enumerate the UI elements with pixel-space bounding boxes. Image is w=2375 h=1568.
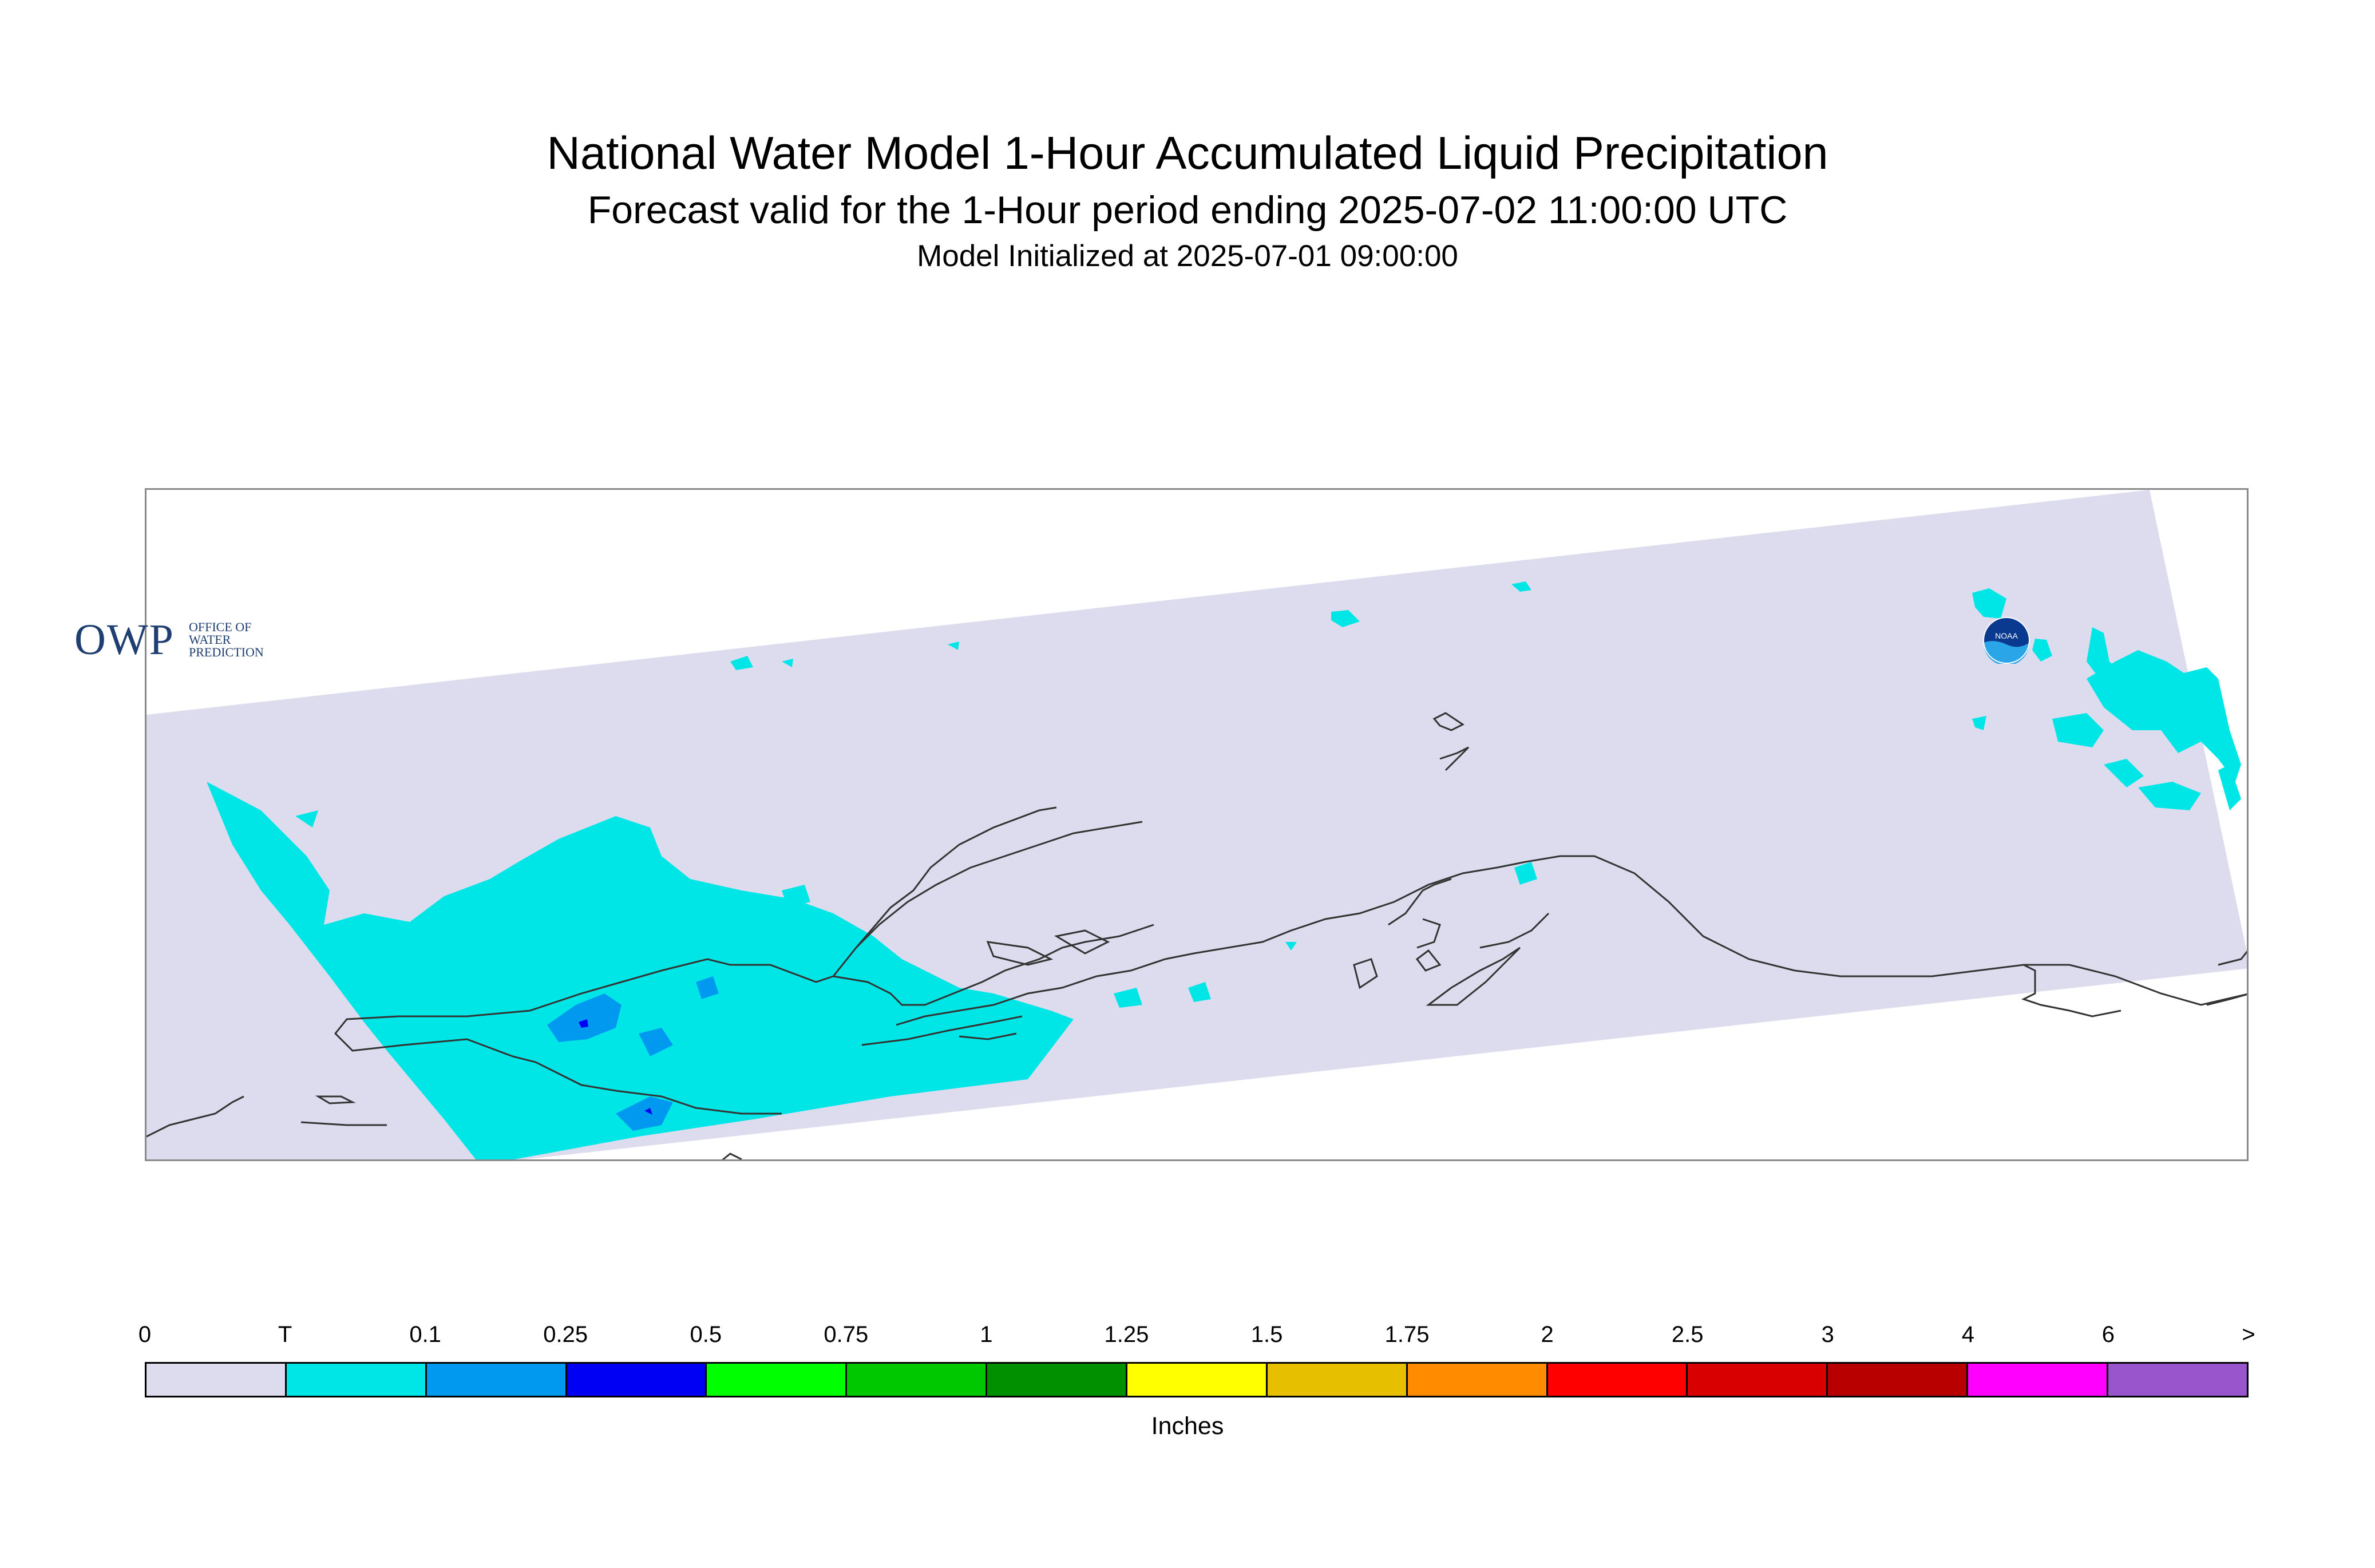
legend-swatch (1688, 1364, 1828, 1396)
legend-swatch (147, 1364, 287, 1396)
owp-logo-text: OWP (74, 616, 175, 664)
legend-swatch (1547, 1364, 1688, 1396)
legend-label: 3 (1821, 1322, 1834, 1347)
legend-label: 6 (2101, 1322, 2115, 1347)
legend-label: 1.75 (1384, 1322, 1430, 1347)
legend-swatch (707, 1364, 848, 1396)
legend-swatch (1968, 1364, 2109, 1396)
owp-logo-line-1: OFFICE OF (189, 620, 252, 634)
legend-swatch (1407, 1364, 1548, 1396)
legend-swatch (1267, 1364, 1408, 1396)
legend-label: 0.75 (824, 1322, 869, 1347)
legend-label: 1 (980, 1322, 993, 1347)
legend-label: 0.25 (543, 1322, 588, 1347)
trace-precip-areas (207, 581, 2241, 1159)
legend-swatch (847, 1364, 988, 1396)
moderate-precip-spots (579, 1019, 652, 1115)
legend-color-bar (145, 1362, 2249, 1397)
legend-label: 0 (138, 1322, 152, 1347)
owp-logo-line-2: WATER (189, 632, 231, 647)
legend-swatch (1127, 1364, 1268, 1396)
precipitation-map (145, 488, 2249, 1161)
legend-swatch (286, 1364, 427, 1396)
legend-swatch (426, 1364, 567, 1396)
map-title: National Water Model 1-Hour Accumulated … (547, 128, 1828, 179)
light-precip-areas (547, 976, 719, 1131)
owp-logo-subtext: OFFICE OF WATER PREDICTION (189, 621, 264, 659)
legend-label: > (2242, 1322, 2255, 1347)
legend-label: 4 (1961, 1322, 1974, 1347)
legend-label: T (278, 1322, 292, 1347)
model-init-subtitle: Model Initialized at 2025-07-01 09:00:00 (917, 239, 1458, 273)
legend-units: Inches (1151, 1412, 1224, 1440)
legend-label: 0.5 (690, 1322, 722, 1347)
legend-swatch (1828, 1364, 1969, 1396)
legend-labels: 0 T 0.1 0.25 0.5 0.75 1 1.25 1.5 1.75 2 2.5 3 4 6 > (138, 1322, 2255, 1351)
legend-swatch (987, 1364, 1128, 1396)
map-canvas (147, 490, 2247, 1159)
noaa-logo: NOAA (1983, 617, 2030, 664)
legend-swatch (567, 1364, 707, 1396)
legend-label: 1.5 (1250, 1322, 1283, 1347)
noaa-logo-text: NOAA (1995, 631, 2018, 640)
legend-label: 2.5 (1671, 1322, 1704, 1347)
forecast-valid-subtitle: Forecast valid for the 1-Hour period end… (587, 188, 1788, 232)
coastlines (147, 712, 2247, 1159)
legend-swatch (2108, 1364, 2247, 1396)
owp-logo-line-3: PREDICTION (189, 645, 264, 659)
legend-label: 2 (1541, 1322, 1554, 1347)
legend-label: 1.25 (1104, 1322, 1149, 1347)
legend-label: 0.1 (409, 1322, 441, 1347)
